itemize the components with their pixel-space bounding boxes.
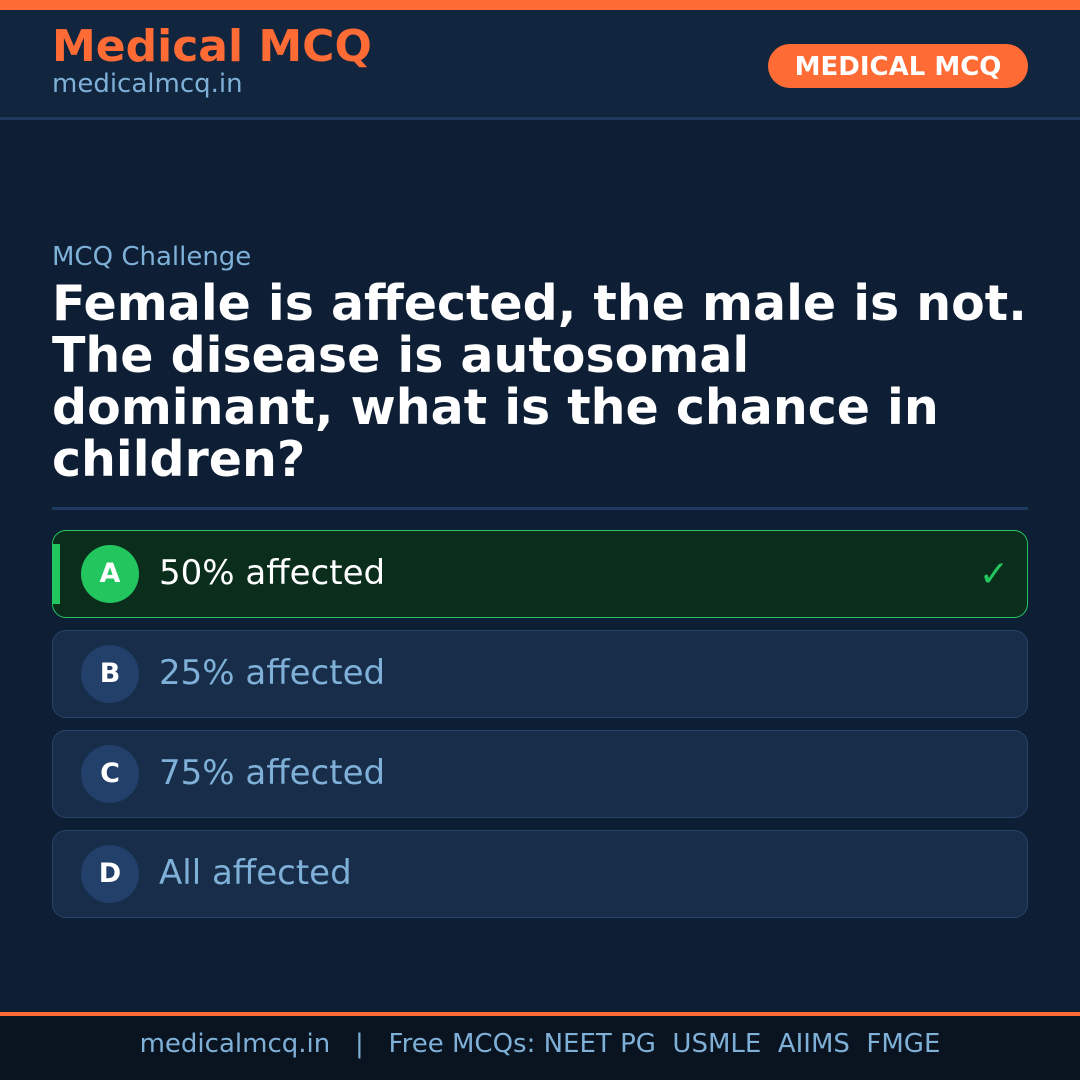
correct-indicator-bar <box>53 544 60 604</box>
brand-title: Medical MCQ <box>52 21 372 72</box>
option-letter: D <box>81 845 139 903</box>
option-text: 50% affected <box>159 553 386 593</box>
footer-accent-line <box>0 1012 1080 1016</box>
divider <box>52 507 1028 510</box>
option-text: 75% affected <box>159 753 386 793</box>
section-label: MCQ Challenge <box>52 242 252 272</box>
option-letter: C <box>81 745 139 803</box>
site-url: medicalmcq.in <box>52 69 243 99</box>
option-letter: B <box>81 645 139 703</box>
top-accent-bar <box>0 0 1080 10</box>
check-icon: ✓ <box>978 554 1009 595</box>
option-c[interactable]: C 75% affected <box>52 730 1028 818</box>
footer-text: medicalmcq.in | Free MCQs: NEET PG USMLE… <box>0 1016 1080 1080</box>
question-text: Female is affected, the male is not. The… <box>52 275 1027 488</box>
option-d[interactable]: D All affected <box>52 830 1028 918</box>
option-text: All affected <box>159 853 352 893</box>
category-badge: MEDICAL MCQ <box>768 44 1028 88</box>
option-letter: A <box>81 545 139 603</box>
option-text: 25% affected <box>159 653 386 693</box>
option-b[interactable]: B 25% affected <box>52 630 1028 718</box>
option-a[interactable]: A 50% affected ✓ <box>52 530 1028 618</box>
header: Medical MCQ medicalmcq.in MEDICAL MCQ <box>0 10 1080 120</box>
